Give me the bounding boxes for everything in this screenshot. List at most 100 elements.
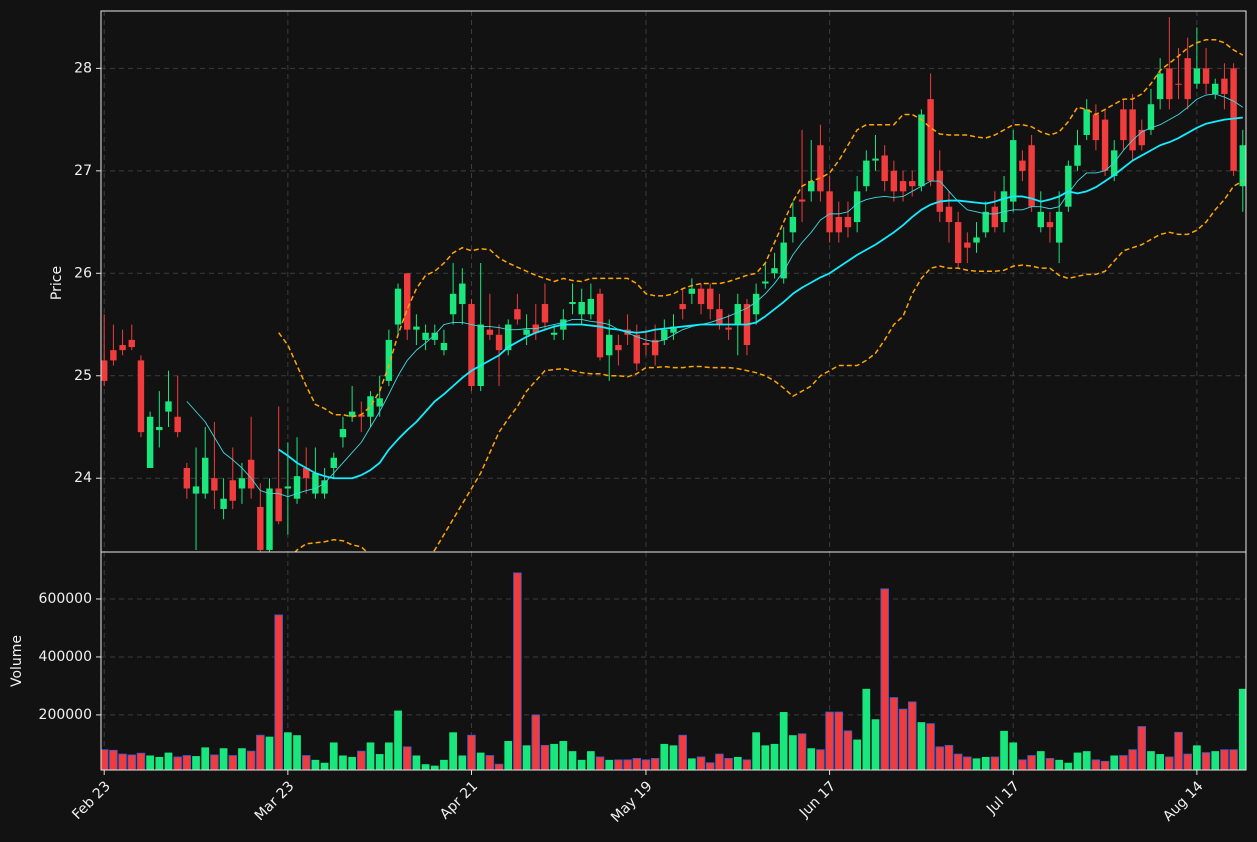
y-tick-label: 400000 <box>39 649 92 665</box>
candle-body <box>1138 129 1145 146</box>
volume-bar <box>843 730 853 770</box>
candle-body <box>1083 109 1090 135</box>
volume-bar <box>1193 745 1201 770</box>
candle-body <box>817 145 824 192</box>
volume-bar <box>1220 749 1229 770</box>
candle-body <box>128 339 135 348</box>
y-tick-label: 25 <box>74 368 92 384</box>
volume-bar <box>256 734 265 770</box>
volume-bar <box>238 748 246 770</box>
candle-body <box>1184 58 1191 100</box>
candle-body <box>890 170 898 192</box>
candle-body <box>982 211 989 233</box>
candle-body <box>826 191 833 233</box>
volume-bar <box>430 765 439 770</box>
y-tick-label: 27 <box>74 163 92 179</box>
candle-body <box>468 304 475 387</box>
volume-bar <box>504 741 513 770</box>
volume-bar <box>127 754 137 770</box>
volume-bar <box>219 748 228 770</box>
candle-body <box>1239 145 1246 187</box>
volume-bar <box>182 755 192 770</box>
y-axis-label: Volume <box>9 635 25 687</box>
volume-bar <box>1082 751 1091 770</box>
volume-bar <box>1183 753 1192 770</box>
volume-bar <box>595 756 605 770</box>
volume-bar <box>1201 752 1211 770</box>
candle-body <box>440 342 448 351</box>
volume-bar <box>1110 755 1119 770</box>
candle-body <box>348 411 356 417</box>
candle-body <box>1230 68 1237 171</box>
candle-body <box>422 332 429 340</box>
volume-bar <box>632 758 642 770</box>
candle-body <box>394 288 402 325</box>
volume-bar <box>752 732 760 770</box>
candle-body <box>918 114 925 187</box>
candle-body <box>1010 140 1017 202</box>
candle-body <box>156 426 163 431</box>
volume-bar <box>1091 759 1101 770</box>
candle-body <box>367 396 374 417</box>
candle-body <box>211 478 218 491</box>
volume-bar <box>917 722 926 770</box>
volume-bar <box>797 733 807 770</box>
candle-body <box>872 158 879 161</box>
y-tick-label: 28 <box>74 60 92 76</box>
volume-bar <box>1128 749 1137 770</box>
y-tick-label: 26 <box>74 265 92 281</box>
volume-bar <box>357 750 366 770</box>
candle-body <box>514 309 521 320</box>
volume-bar <box>605 759 614 770</box>
candle-body <box>110 350 117 361</box>
candle-body <box>973 237 980 243</box>
volume-bar <box>963 756 972 770</box>
candle-body <box>1092 114 1100 141</box>
candle-body <box>964 242 971 248</box>
candle-body <box>707 288 714 310</box>
candle-body <box>780 242 787 279</box>
volume-bar <box>660 743 669 770</box>
volume-bar <box>880 588 889 770</box>
volume-bar <box>494 763 504 770</box>
candle-body <box>789 216 797 233</box>
candle-body <box>137 360 145 433</box>
candle-body <box>954 222 962 264</box>
candle-body <box>1101 119 1109 171</box>
volume-bar <box>650 758 660 770</box>
candle-body <box>1074 145 1081 166</box>
candle-body <box>495 334 503 351</box>
volume-bar <box>926 723 935 770</box>
candle-body <box>936 170 943 212</box>
candle-body <box>615 345 622 351</box>
candle-body <box>449 293 457 315</box>
volume-bar <box>990 756 1000 770</box>
volume-bar <box>1027 755 1036 770</box>
candle-body <box>991 206 999 228</box>
volume-bar <box>807 748 816 770</box>
candle-body <box>101 360 108 381</box>
volume-bar <box>696 756 706 770</box>
ma-line <box>186 93 1244 498</box>
volume-bar <box>678 734 687 770</box>
candle-body <box>229 480 236 501</box>
candle-body <box>587 298 595 315</box>
candle-body <box>284 486 292 489</box>
candle-body <box>431 332 438 340</box>
volume-bar <box>981 756 990 770</box>
volume-bar <box>311 759 320 770</box>
volume-bar <box>935 746 945 770</box>
volume-bar <box>293 735 301 770</box>
band-line <box>278 38 1244 418</box>
volume-bar <box>385 742 393 770</box>
candle-body <box>183 467 191 489</box>
volume-bar <box>136 752 146 770</box>
volume-bar <box>440 759 448 770</box>
volume-bar <box>715 753 724 770</box>
candle-body <box>844 216 852 228</box>
volume-bar <box>402 746 412 770</box>
volume-bar <box>825 711 834 770</box>
volume-bar <box>1009 742 1018 770</box>
candle-body <box>266 488 273 550</box>
candle-body <box>330 457 337 468</box>
